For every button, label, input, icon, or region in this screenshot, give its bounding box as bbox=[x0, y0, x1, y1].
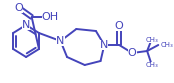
Text: CH₃: CH₃ bbox=[145, 37, 158, 43]
Text: N: N bbox=[56, 36, 65, 46]
Text: CH₃: CH₃ bbox=[145, 62, 158, 68]
Text: CH₃: CH₃ bbox=[161, 42, 174, 48]
Text: O: O bbox=[115, 21, 124, 31]
Text: N: N bbox=[22, 20, 30, 30]
Text: O: O bbox=[128, 48, 137, 58]
Text: N: N bbox=[100, 40, 108, 50]
Text: OH: OH bbox=[42, 12, 59, 22]
Text: O: O bbox=[14, 3, 23, 13]
